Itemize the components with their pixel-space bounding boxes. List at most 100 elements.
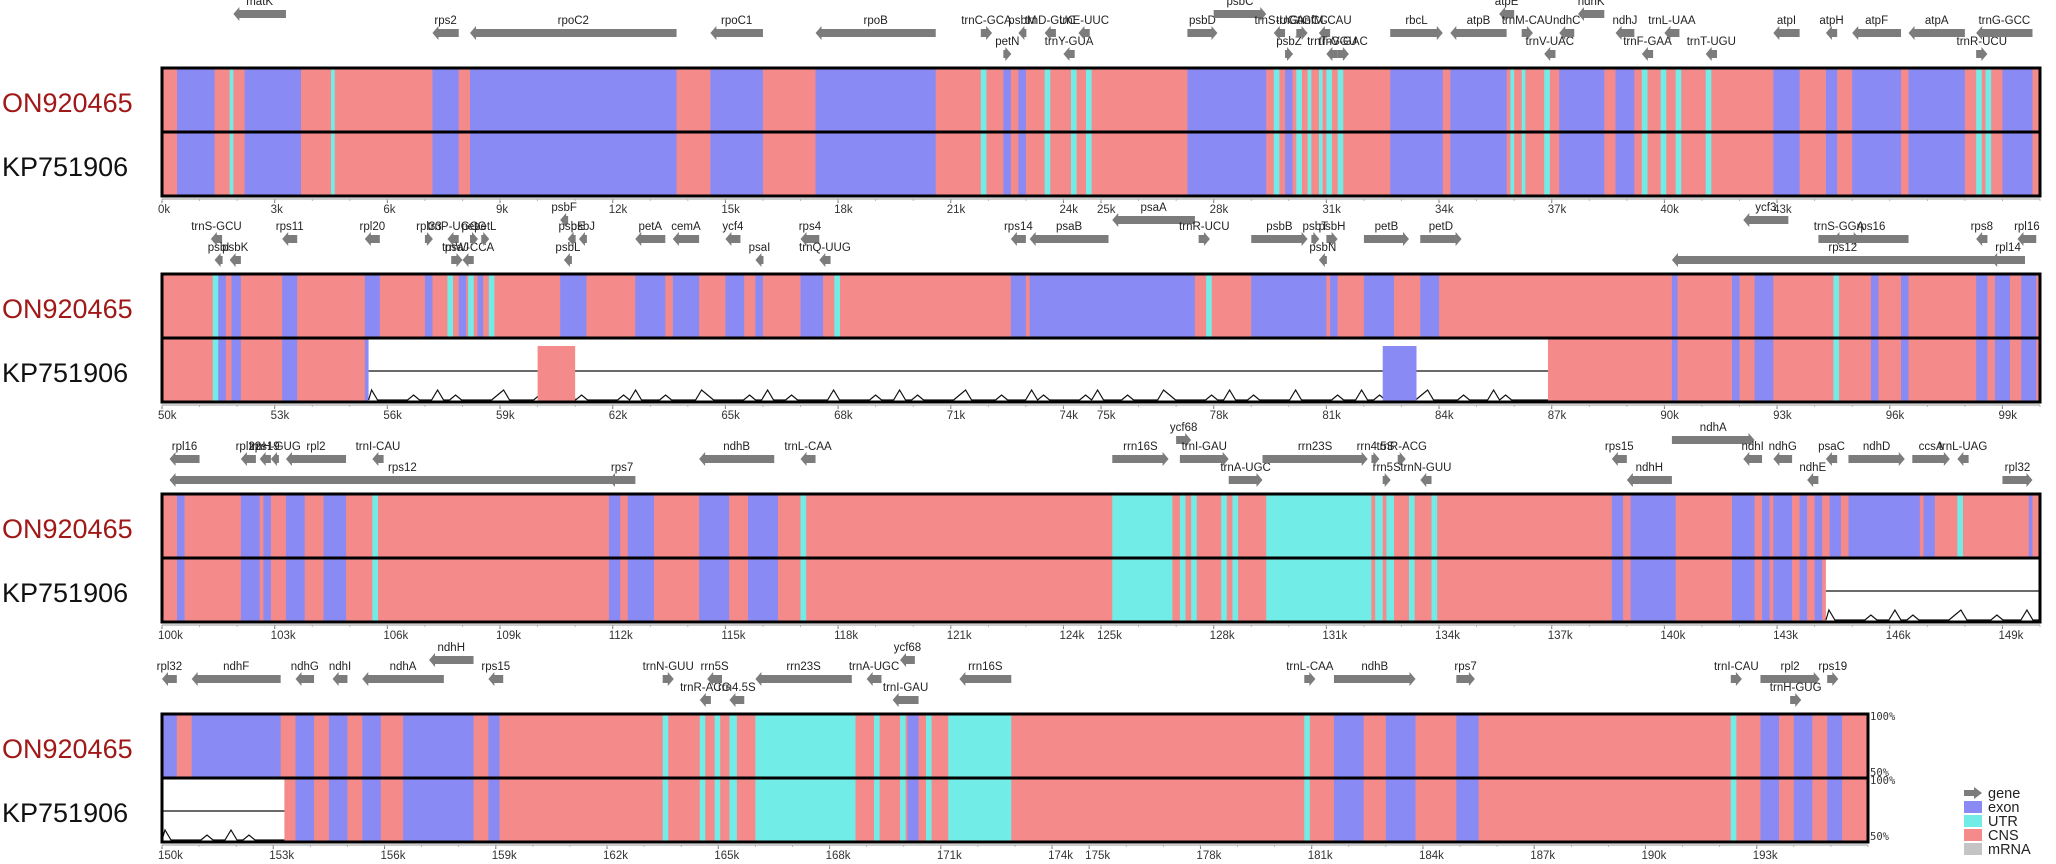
gene-label: rpl16 xyxy=(172,441,198,453)
tick-label: 146k xyxy=(1886,630,1911,642)
gene-label: rpl32 xyxy=(157,661,183,673)
gene-label: rps7 xyxy=(1454,661,1476,673)
tick-label: 190k xyxy=(1641,850,1666,862)
utr-block xyxy=(729,714,737,778)
gene-label: rbcL xyxy=(1405,15,1428,27)
tick-label: 181k xyxy=(1308,850,1333,862)
gene-arrow: trnV-GAC xyxy=(1319,36,1368,61)
gene-arrow: trnL-UAA xyxy=(1648,15,1696,40)
gene-label: trnL-CAA xyxy=(784,441,832,453)
gene-label: rps2 xyxy=(434,15,456,27)
tick-label: 165k xyxy=(714,850,739,862)
exon-block xyxy=(328,714,348,778)
gene-arrow-shape xyxy=(451,253,463,267)
gene-arrow-shape xyxy=(900,653,915,667)
exon-block xyxy=(1908,132,1965,196)
gene-arrow: ycf3 xyxy=(1743,202,1789,227)
gene-arrow: rpl22 xyxy=(236,441,261,466)
gene-label: rpl2 xyxy=(306,441,325,453)
gene-label: rpl14 xyxy=(1995,242,2021,254)
tick-label: 109k xyxy=(496,630,521,642)
gene-arrow: ycf68 xyxy=(894,642,921,667)
gene-arrow-shape xyxy=(362,672,444,686)
utr-block xyxy=(1044,68,1051,132)
gene-arrow: petL xyxy=(474,221,497,246)
utr-block xyxy=(212,274,219,338)
utr-block xyxy=(1191,494,1197,558)
gene-arrow-shape xyxy=(1187,26,1218,40)
exon-block xyxy=(1976,274,1988,338)
gene-label: trnI-GAU xyxy=(883,682,928,694)
gene-arrow: rpl2 xyxy=(1760,661,1820,686)
gene-arrow-shape xyxy=(169,452,200,466)
gene-arrow: ndhG xyxy=(291,661,319,686)
exon-block xyxy=(1385,714,1416,778)
gene-arrow-shape xyxy=(1825,452,1838,466)
exon-block xyxy=(1456,778,1479,842)
gene-arrow: trnD-GUC xyxy=(1025,15,1076,40)
utr-block xyxy=(948,778,1012,842)
exon-block xyxy=(432,68,459,132)
gene-label: rpl16 xyxy=(2014,221,2040,233)
gene-arrow: rrn4.5S xyxy=(1357,441,1395,466)
gene-arrow-shape xyxy=(2002,473,2033,487)
exon-block xyxy=(1923,494,1935,558)
sequence-label-compared: KP751906 xyxy=(2,152,128,182)
gene-arrow: rps12 xyxy=(169,462,636,487)
exon-block xyxy=(635,274,666,338)
utr-block xyxy=(1705,68,1712,132)
sequence-label-reference: ON920465 xyxy=(2,88,133,118)
utr-block xyxy=(980,132,987,196)
gene-arrow: psbD xyxy=(1187,15,1218,40)
gene-label: rpl33 xyxy=(416,221,442,233)
gene-label: rps15 xyxy=(481,661,510,673)
gene-arrow: petA xyxy=(635,221,666,246)
gene-arrow: ycf4 xyxy=(722,221,744,246)
gene-arrow: trnT-UGU xyxy=(1687,36,1736,61)
gene-arrow-shape xyxy=(1371,452,1380,466)
utr-block xyxy=(874,714,880,778)
gene-arrow: trnI-CAU xyxy=(1714,661,1759,686)
x-axis: 50k 53k 56k 59k 62k 65k 68k 71k 74k 75k 78k 81k 84k 8… xyxy=(158,404,2041,422)
gene-label: trnR-ACG xyxy=(680,682,731,694)
exon-block xyxy=(1029,274,1195,338)
exon-block xyxy=(1559,68,1605,132)
gene-arrow: trnL-CAA xyxy=(1286,661,1334,686)
gene-arrow: trnI-GAU xyxy=(1179,441,1229,466)
gene-label: rpoC1 xyxy=(721,15,752,27)
gene-arrow: psbZ xyxy=(1276,36,1302,61)
gene-arrow-shape xyxy=(1976,26,2033,40)
sequence-label-reference: ON920465 xyxy=(2,514,133,544)
utr-block xyxy=(714,778,721,842)
gene-arrow-shape xyxy=(662,672,674,686)
gene-arrow: trnH-GUG xyxy=(249,441,301,466)
gene-label: matK xyxy=(246,0,273,8)
tick-label: 9k xyxy=(496,204,508,216)
gene-label: ndhD xyxy=(1863,441,1891,453)
exon-block xyxy=(1671,274,1678,338)
gene-label: petN xyxy=(995,36,1019,48)
gene-label: trnH-GUG xyxy=(1770,682,1822,694)
gene-label: psaJ xyxy=(445,242,469,254)
gene-arrow-shape xyxy=(191,672,281,686)
gene-arrow-shape xyxy=(1976,47,1988,61)
utr-block xyxy=(1660,68,1667,132)
gene-label: rrn5S xyxy=(701,661,729,673)
gene-arrow: rpoC1 xyxy=(710,15,763,40)
utr-block xyxy=(1375,494,1383,558)
gene-arrow: ndhB xyxy=(1333,661,1416,686)
utr-block xyxy=(1318,68,1323,132)
gene-arrow-shape xyxy=(1578,7,1605,21)
gene-arrow: trnfM-CAU xyxy=(1297,15,1352,40)
utr-block xyxy=(331,68,335,132)
gene-arrow-shape xyxy=(980,26,993,40)
gene-label: petL xyxy=(474,221,497,233)
gene-arrow-shape xyxy=(1304,672,1316,686)
exon-block xyxy=(672,274,700,338)
gene-arrow: psbB xyxy=(1251,221,1308,246)
gene-label: ycf3 xyxy=(1755,202,1776,214)
gene-arrow-shape xyxy=(270,452,279,466)
utr-block xyxy=(1326,68,1332,132)
gene-label: ndhB xyxy=(723,441,750,453)
gene-arrow-shape xyxy=(1112,213,1195,227)
